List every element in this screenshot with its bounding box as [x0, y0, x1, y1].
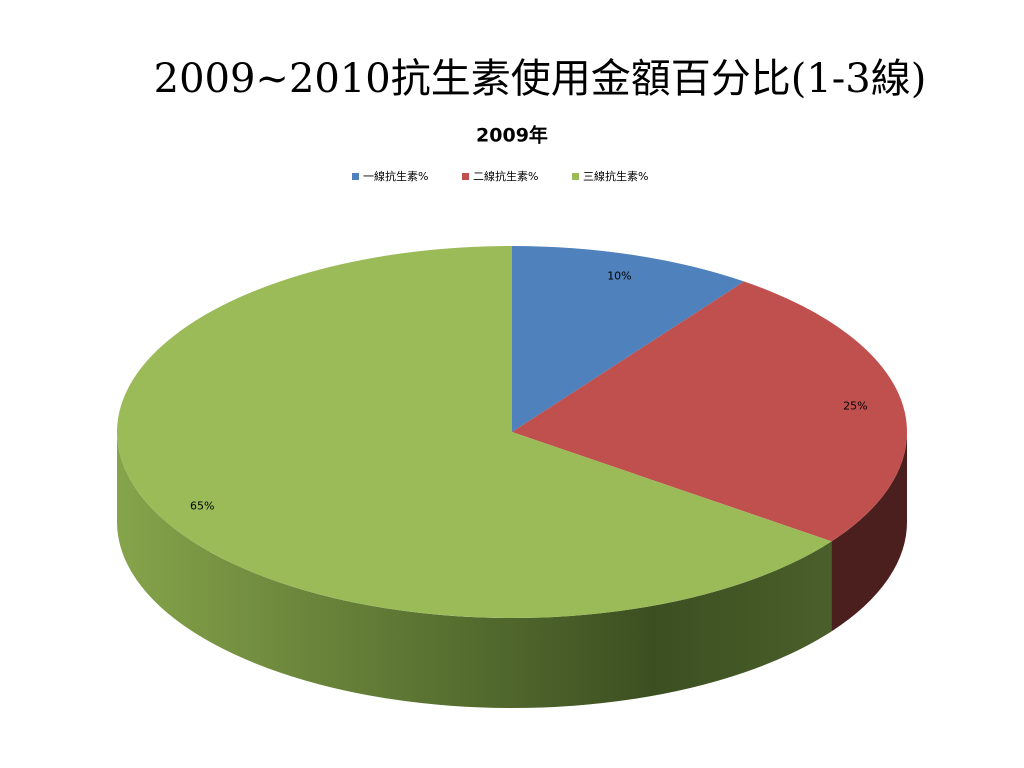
legend-swatch	[572, 173, 579, 180]
pie-side	[831, 432, 908, 632]
pie: 10% 25% 65%	[116, 246, 908, 708]
pie-slice	[116, 246, 832, 618]
data-label: 25%	[843, 399, 867, 412]
legend-label: 三線抗生素%	[583, 169, 648, 183]
data-label: 10%	[607, 269, 631, 282]
data-label: 65%	[190, 499, 214, 512]
legend-swatch	[462, 173, 469, 180]
legend-label: 二線抗生素%	[473, 169, 538, 183]
legend: 一線抗生素% 二線抗生素% 三線抗生素%	[352, 169, 648, 183]
pie-slice	[512, 281, 907, 542]
pie-side	[117, 432, 832, 708]
chart-title: 2009年	[476, 124, 548, 147]
legend-swatch	[352, 173, 359, 180]
slide-title: 2009~2010抗生素使用金額百分比(1-3線)	[154, 56, 927, 102]
pie-slice	[512, 246, 745, 432]
legend-label: 一線抗生素%	[363, 169, 428, 183]
